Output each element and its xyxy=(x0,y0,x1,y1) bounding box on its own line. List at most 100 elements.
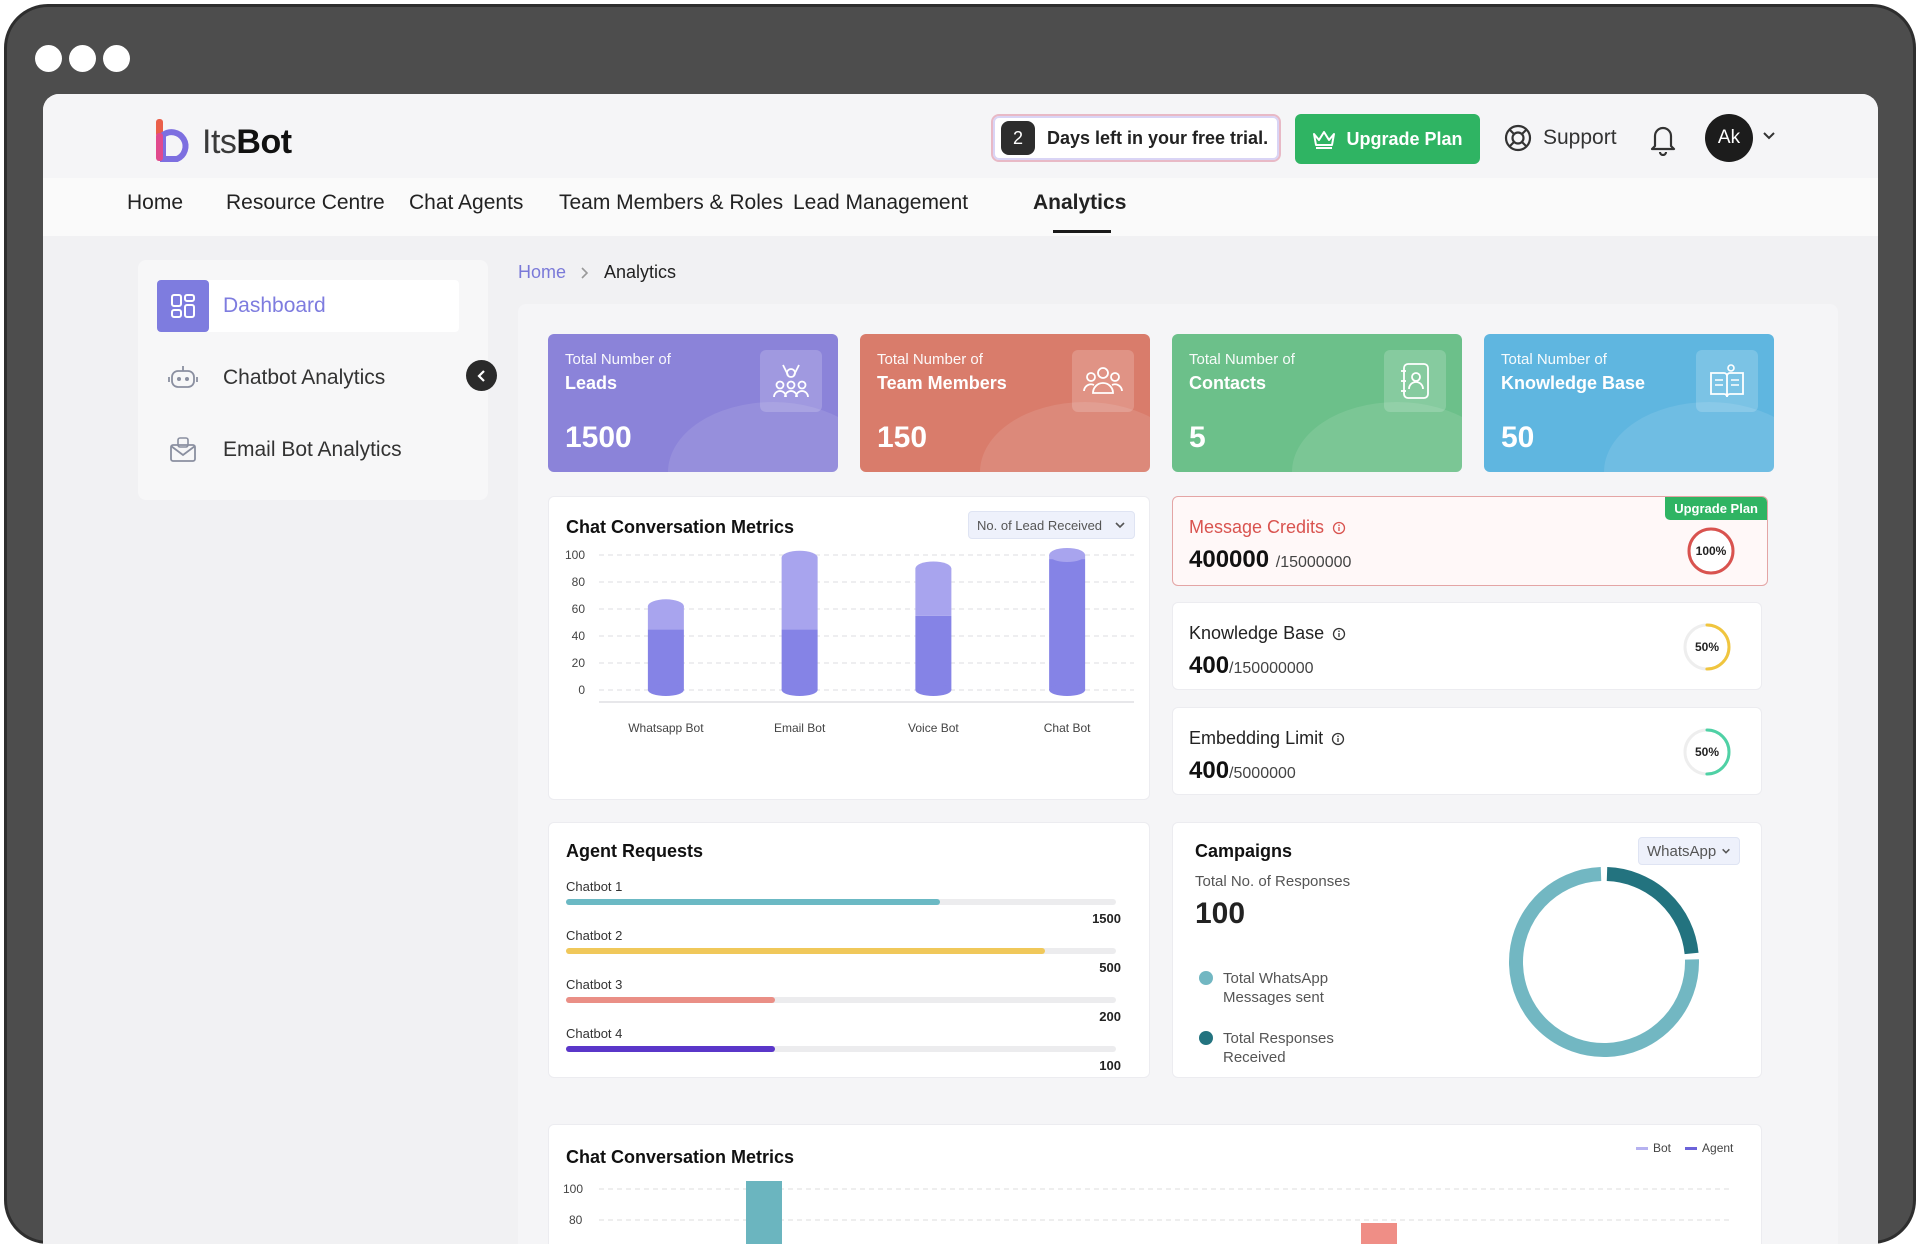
y-tick-label: 20 xyxy=(572,656,586,670)
notification-bell-icon[interactable] xyxy=(1647,122,1679,157)
nav-resource-centre[interactable]: Resource Centre xyxy=(226,191,385,214)
y-tick-label: 0 xyxy=(578,683,585,697)
user-avatar[interactable]: Ak xyxy=(1705,114,1753,162)
legend-label: Total Responses Received xyxy=(1223,1030,1334,1066)
chat-metrics-bar-chart: 0 20 40 60 80 100 Whatsapp Bot Email Bot Voice B… xyxy=(565,548,1134,735)
ring-progress xyxy=(1683,728,1731,776)
lifebuoy-icon xyxy=(1504,124,1532,152)
stat-label-line2: Team Members xyxy=(877,373,1007,393)
agent-bar-value: 500 xyxy=(1099,960,1121,975)
chat-metrics-2-title: Chat Conversation Metrics xyxy=(566,1147,795,1167)
knowledge-base-value: 400 xyxy=(1189,652,1230,679)
campaign-channel-dropdown[interactable]: WhatsApp xyxy=(1638,837,1740,865)
chat-metrics-2-chart: 100 80 xyxy=(563,1181,1729,1244)
legend-item: Total Responses Received xyxy=(1199,1029,1353,1067)
embedding-limit-value: 400 xyxy=(1189,757,1230,784)
info-icon[interactable] xyxy=(1332,521,1346,535)
chevron-left-icon xyxy=(476,369,485,382)
agent-bar-track xyxy=(566,1046,1116,1052)
sidebar-collapse-button[interactable] xyxy=(466,360,497,391)
x-tick-label: Email Bot xyxy=(774,721,826,735)
window-dot xyxy=(69,45,96,72)
ring-percent-label: 100% xyxy=(1695,544,1727,558)
bar-base-cap xyxy=(647,684,684,696)
campaigns-subtitle: Total No. of Responses xyxy=(1195,873,1351,890)
trial-days-badge: 2 xyxy=(1001,121,1035,155)
campaigns-donut-chart xyxy=(1509,867,1699,1057)
ring-progress xyxy=(1683,623,1731,671)
agent-bar-value: 100 xyxy=(1099,1058,1121,1073)
info-icon[interactable] xyxy=(1332,627,1346,641)
bar-base-cap xyxy=(1049,684,1086,696)
sidebar-item-dashboard[interactable]: Dashboard xyxy=(157,280,459,332)
sidebar-item-label: Chatbot Analytics xyxy=(223,366,386,389)
bar-top-cap xyxy=(781,550,818,565)
sidebar-item-email-bot-analytics[interactable]: Email Bot Analytics xyxy=(157,424,459,476)
agent-bar-value: 200 xyxy=(1099,1009,1121,1024)
stat-label-line2: Contacts xyxy=(1189,373,1267,393)
bar-base-cap xyxy=(915,684,952,696)
stat-card-contacts[interactable]: Total Number of Contacts 5 xyxy=(1172,334,1462,472)
sidebar-item-chatbot-analytics[interactable]: Chatbot Analytics xyxy=(157,352,459,404)
upgrade-plan-badge[interactable]: Upgrade Plan xyxy=(1665,497,1767,520)
knowledge-book-icon xyxy=(1696,350,1758,412)
message-credits-value: 400000 xyxy=(1189,546,1270,573)
bar-top-cap xyxy=(647,599,684,614)
legend-swatch xyxy=(1685,1146,1698,1150)
nav-lead-management[interactable]: Lead Management xyxy=(793,191,969,214)
email-bot-icon xyxy=(157,424,209,476)
chevron-down-icon xyxy=(1722,848,1730,854)
chevron-down-icon xyxy=(1115,522,1125,529)
agent-bar-label: Chatbot 2 xyxy=(566,928,623,943)
logo[interactable]: ItsBot xyxy=(154,114,292,170)
y-tick-label: 60 xyxy=(572,602,586,616)
stat-card-knowledge-base[interactable]: Total Number of Knowledge Base 50 xyxy=(1484,334,1774,472)
agent-bar-value: 1500 xyxy=(1092,911,1121,926)
logo-mark-icon xyxy=(154,117,198,167)
upgrade-plan-button[interactable]: Upgrade Plan xyxy=(1295,114,1480,164)
legend-item: Agent xyxy=(1685,1141,1733,1155)
chart-legend: Bot Agent xyxy=(1636,1141,1733,1155)
nav-team-members-roles[interactable]: Team Members & Roles xyxy=(559,191,784,214)
stat-label-line1: Total Number of xyxy=(1501,351,1607,368)
stat-card-team-members[interactable]: Total Number of Team Members 150 xyxy=(860,334,1150,472)
logo-text-its: Its xyxy=(202,122,237,161)
sidebar-item-label: Dashboard xyxy=(223,294,326,317)
breadcrumb-current: Analytics xyxy=(604,262,677,282)
bar-top-cap xyxy=(1049,548,1086,562)
legend-label: Agent xyxy=(1702,1141,1734,1155)
info-icon[interactable] xyxy=(1331,732,1345,746)
bar-segment xyxy=(781,629,818,690)
message-credits-title: Message Credits xyxy=(1189,517,1325,537)
chevron-down-icon[interactable] xyxy=(1761,128,1777,144)
nav-home[interactable]: Home xyxy=(127,191,184,214)
ring-percent-label: 50% xyxy=(1694,640,1720,654)
chevron-right-icon xyxy=(581,266,589,279)
support-link[interactable]: Support xyxy=(1503,120,1617,156)
y-tick-label: 80 xyxy=(572,575,586,589)
bar-segment xyxy=(915,615,952,690)
x-tick-label: Chat Bot xyxy=(1044,721,1091,735)
breadcrumb-home[interactable]: Home xyxy=(518,262,567,282)
y-tick-label: 100 xyxy=(563,1182,583,1196)
campaigns-card: Campaigns WhatsApp Total No. of Response… xyxy=(1172,822,1762,1078)
agent-bar-label: Chatbot 4 xyxy=(566,1026,623,1041)
contact-book-icon xyxy=(1384,350,1446,412)
chatbot-icon xyxy=(157,352,209,404)
knowledge-base-limit-card: Knowledge Base 400/150000000 50% xyxy=(1172,602,1762,690)
stat-card-leads[interactable]: Total Number of Leads 1500 xyxy=(548,334,838,472)
nav-chat-agents[interactable]: Chat Agents xyxy=(409,191,524,214)
agent-bar-label: Chatbot 1 xyxy=(566,879,623,894)
stat-value: 150 xyxy=(877,421,928,454)
sidebar-item-label: Email Bot Analytics xyxy=(223,438,402,461)
embedding-limit-title: Embedding Limit xyxy=(1189,728,1324,748)
stat-value: 1500 xyxy=(565,421,632,454)
agent-bar-fill xyxy=(566,1046,775,1052)
agent-requests-title: Agent Requests xyxy=(566,841,704,861)
window-dot xyxy=(35,45,62,72)
nav-analytics[interactable]: Analytics xyxy=(1033,191,1127,214)
stat-label-line1: Total Number of xyxy=(1189,351,1295,368)
bar-segment xyxy=(1049,559,1086,690)
lead-metric-dropdown[interactable]: No. of Lead Received xyxy=(968,511,1135,539)
dashboard-icon xyxy=(157,280,209,332)
